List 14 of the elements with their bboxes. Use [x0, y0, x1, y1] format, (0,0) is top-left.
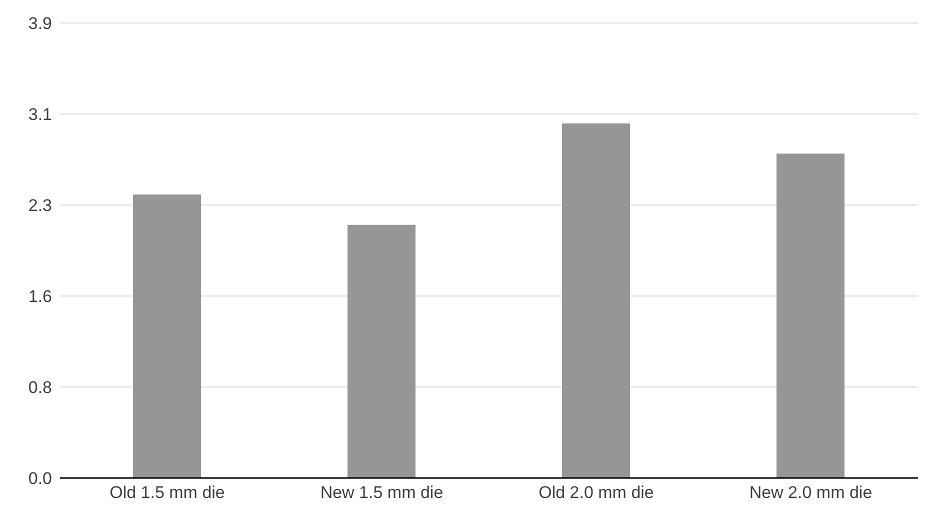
x-tick-label: Old 2.0 mm die — [538, 483, 654, 502]
y-tick-label: 3.9 — [28, 14, 52, 34]
bar — [133, 194, 201, 478]
y-tick-label: 2.3 — [28, 196, 52, 216]
y-tick-label: 0.0 — [28, 469, 52, 488]
bar — [348, 224, 416, 478]
y-tick-label: 1.6 — [28, 287, 52, 306]
y-tick-label: 3.1 — [28, 105, 52, 124]
x-tick-label: New 1.5 mm die — [320, 483, 444, 502]
x-tick-label: New 2.0 mm die — [749, 483, 872, 502]
bar — [562, 123, 630, 478]
bar — [776, 154, 844, 478]
y-tick-label: 0.8 — [28, 378, 52, 398]
x-tick-label: Old 1.5 mm die — [110, 483, 225, 502]
